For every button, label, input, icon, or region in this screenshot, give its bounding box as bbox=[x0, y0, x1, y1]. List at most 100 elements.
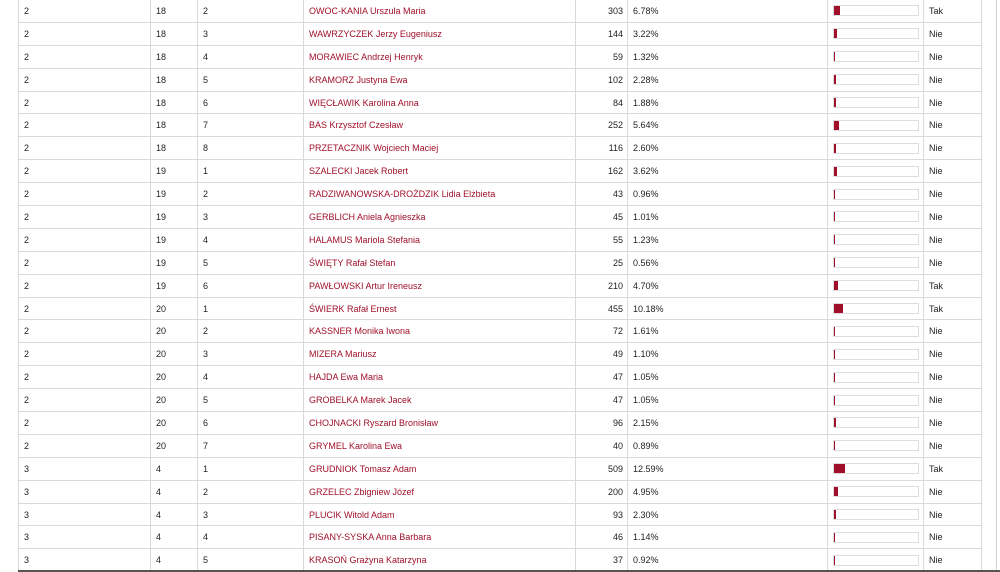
table-row: 2 18 2 OWOC-KANIA Urszula Maria 303 6.78% Tak bbox=[18, 0, 982, 23]
percent-cell: 0.96% bbox=[627, 182, 828, 207]
candidate-name-link[interactable]: MIZERA Mariusz bbox=[303, 342, 576, 367]
position-cell: 4 bbox=[197, 365, 304, 390]
percent-bar-fill bbox=[834, 6, 840, 16]
candidate-name-link[interactable]: ŚWIERK Rafał Ernest bbox=[303, 296, 576, 321]
position-cell: 7 bbox=[197, 113, 304, 138]
mandate-cell: Nie bbox=[923, 250, 982, 275]
scrollbar-edge bbox=[996, 0, 997, 572]
mandate-cell: Nie bbox=[923, 44, 982, 69]
percent-bar bbox=[833, 188, 919, 200]
candidate-name-link[interactable]: GROBELKA Marek Jacek bbox=[303, 388, 576, 413]
percent-cell: 5.64% bbox=[627, 113, 828, 138]
district-cell: 3 bbox=[18, 525, 151, 550]
list-number-cell: 19 bbox=[150, 273, 198, 298]
candidate-name-link[interactable]: GRUDNIOK Tomasz Adam bbox=[303, 456, 576, 481]
list-number-cell: 18 bbox=[150, 90, 198, 115]
candidate-name-link[interactable]: KASSNER Monika Iwona bbox=[303, 319, 576, 344]
mandate-cell: Tak bbox=[923, 0, 982, 23]
mandate-cell: Nie bbox=[923, 136, 982, 161]
candidate-name-link[interactable]: WAWRZYCZEK Jerzy Eugeniusz bbox=[303, 21, 576, 46]
position-cell: 3 bbox=[197, 342, 304, 367]
list-number-cell: 18 bbox=[150, 44, 198, 69]
candidate-name-link[interactable]: HALAMUS Mariola Stefania bbox=[303, 227, 576, 252]
candidate-name-link[interactable]: KRASOŃ Grażyna Katarzyna bbox=[303, 548, 576, 572]
percent-bar-fill bbox=[834, 555, 835, 565]
percent-bar-fill bbox=[834, 281, 838, 291]
list-number-cell: 20 bbox=[150, 365, 198, 390]
percent-bar-cell bbox=[827, 388, 924, 413]
candidate-name-link[interactable]: WIĘCŁAWIK Karolina Anna bbox=[303, 90, 576, 115]
percent-bar-fill bbox=[834, 326, 836, 336]
percent-bar-fill bbox=[834, 189, 835, 199]
candidate-name-link[interactable]: GERBLICH Aniela Agnieszka bbox=[303, 205, 576, 229]
candidate-name-link[interactable]: GRZELEC Zbigniew Józef bbox=[303, 479, 576, 504]
mandate-cell: Nie bbox=[923, 479, 982, 504]
list-number-cell: 18 bbox=[150, 0, 198, 23]
mandate-cell: Nie bbox=[923, 159, 982, 184]
candidate-name-link[interactable]: SZALECKI Jacek Robert bbox=[303, 159, 576, 184]
percent-cell: 3.62% bbox=[627, 159, 828, 184]
percent-bar-fill bbox=[834, 418, 836, 428]
votes-cell: 455 bbox=[575, 296, 628, 321]
district-cell: 2 bbox=[18, 182, 151, 207]
votes-cell: 509 bbox=[575, 456, 628, 481]
percent-bar-cell bbox=[827, 44, 924, 69]
percent-bar-fill bbox=[834, 212, 835, 222]
votes-cell: 200 bbox=[575, 479, 628, 504]
position-cell: 5 bbox=[197, 250, 304, 275]
candidate-name-link[interactable]: OWOC-KANIA Urszula Maria bbox=[303, 0, 576, 23]
candidate-name-link[interactable]: GRYMEL Karolina Ewa bbox=[303, 433, 576, 458]
candidate-name-link[interactable]: ŚWIĘTY Rafał Stefan bbox=[303, 250, 576, 275]
percent-bar bbox=[833, 28, 919, 40]
results-table-container: 2 18 2 OWOC-KANIA Urszula Maria 303 6.78% Tak 2… bbox=[18, 0, 982, 572]
district-cell: 3 bbox=[18, 548, 151, 572]
percent-bar-fill bbox=[834, 98, 836, 107]
candidate-name-link[interactable]: PISANY-SYSKA Anna Barbara bbox=[303, 525, 576, 550]
percent-bar-cell bbox=[827, 0, 924, 23]
list-number-cell: 4 bbox=[150, 479, 198, 504]
candidate-name-link[interactable]: BAS Krzysztof Czesław bbox=[303, 113, 576, 138]
table-row: 2 20 4 HAJDA Ewa Maria 47 1.05% Nie bbox=[18, 365, 982, 390]
mandate-cell: Nie bbox=[923, 525, 982, 550]
candidate-name-link[interactable]: MORAWIEC Andrzej Henryk bbox=[303, 44, 576, 69]
candidate-name-link[interactable]: PLUCIK Witold Adam bbox=[303, 502, 576, 527]
percent-bar bbox=[833, 371, 919, 383]
candidate-name-link[interactable]: CHOJNACKI Ryszard Bronisław bbox=[303, 411, 576, 435]
mandate-cell: Tak bbox=[923, 456, 982, 481]
position-cell: 3 bbox=[197, 21, 304, 46]
percent-bar bbox=[833, 509, 919, 521]
district-cell: 2 bbox=[18, 319, 151, 344]
district-cell: 2 bbox=[18, 433, 151, 458]
mandate-cell: Nie bbox=[923, 411, 982, 435]
candidate-name-link[interactable]: PAWŁOWSKI Artur Ireneusz bbox=[303, 273, 576, 298]
percent-cell: 4.95% bbox=[627, 479, 828, 504]
votes-cell: 96 bbox=[575, 411, 628, 435]
mandate-cell: Nie bbox=[923, 21, 982, 46]
percent-bar-cell bbox=[827, 365, 924, 390]
district-cell: 3 bbox=[18, 456, 151, 481]
candidate-name-link[interactable]: HAJDA Ewa Maria bbox=[303, 365, 576, 390]
candidate-name-link[interactable]: RADZIWANOWSKA-DROŻDZIK Lidia Elżbieta bbox=[303, 182, 576, 207]
percent-bar-fill bbox=[834, 510, 836, 520]
table-row: 3 4 5 KRASOŃ Grażyna Katarzyna 37 0.92% Nie bbox=[18, 548, 982, 572]
mandate-cell: Tak bbox=[923, 296, 982, 321]
candidate-name-link[interactable]: PRZETACZNIK Wojciech Maciej bbox=[303, 136, 576, 161]
percent-bar-fill bbox=[834, 120, 839, 130]
mandate-cell: Nie bbox=[923, 90, 982, 115]
list-number-cell: 18 bbox=[150, 67, 198, 92]
percent-bar-cell bbox=[827, 136, 924, 161]
percent-cell: 3.22% bbox=[627, 21, 828, 46]
table-row: 2 18 5 KRAMORZ Justyna Ewa 102 2.28% Nie bbox=[18, 67, 982, 92]
position-cell: 6 bbox=[197, 411, 304, 435]
percent-bar bbox=[833, 394, 919, 406]
list-number-cell: 20 bbox=[150, 411, 198, 435]
percent-bar bbox=[833, 5, 919, 17]
table-row: 2 18 7 BAS Krzysztof Czesław 252 5.64% Nie bbox=[18, 113, 982, 138]
percent-cell: 1.01% bbox=[627, 205, 828, 229]
percent-bar-fill bbox=[834, 464, 845, 474]
percent-bar-fill bbox=[834, 52, 836, 62]
votes-cell: 162 bbox=[575, 159, 628, 184]
candidate-name-link[interactable]: KRAMORZ Justyna Ewa bbox=[303, 67, 576, 92]
table-row: 2 20 3 MIZERA Mariusz 49 1.10% Nie bbox=[18, 342, 982, 367]
mandate-cell: Nie bbox=[923, 67, 982, 92]
